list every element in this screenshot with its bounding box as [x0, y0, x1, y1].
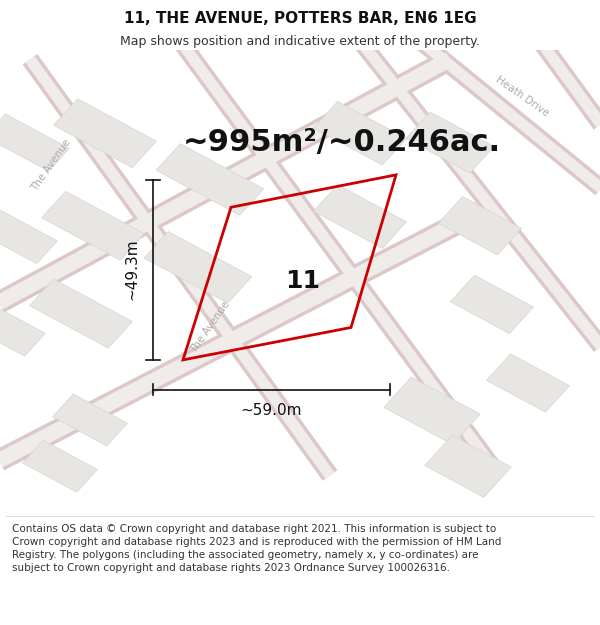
Polygon shape — [406, 112, 494, 173]
Polygon shape — [451, 275, 533, 334]
Polygon shape — [0, 114, 69, 171]
Polygon shape — [425, 435, 511, 498]
Text: 11, THE AVENUE, POTTERS BAR, EN6 1EG: 11, THE AVENUE, POTTERS BAR, EN6 1EG — [124, 11, 476, 26]
Polygon shape — [0, 299, 45, 356]
Polygon shape — [439, 197, 521, 255]
Polygon shape — [0, 206, 57, 264]
Polygon shape — [53, 394, 127, 446]
Text: Contains OS data © Crown copyright and database right 2021. This information is : Contains OS data © Crown copyright and d… — [12, 524, 502, 573]
Polygon shape — [487, 354, 569, 412]
Text: Heath Drive: Heath Drive — [494, 74, 550, 118]
Text: ~995m²/~0.246ac.: ~995m²/~0.246ac. — [183, 128, 501, 157]
Text: The Avenue: The Avenue — [188, 299, 232, 356]
Polygon shape — [144, 232, 252, 303]
Polygon shape — [29, 279, 133, 348]
Polygon shape — [23, 440, 97, 493]
Polygon shape — [53, 99, 157, 168]
Polygon shape — [314, 101, 406, 165]
Polygon shape — [156, 144, 264, 215]
Text: ~49.3m: ~49.3m — [125, 239, 139, 301]
Text: 11: 11 — [285, 269, 320, 293]
Polygon shape — [41, 191, 145, 260]
Text: The Avenue: The Avenue — [29, 138, 73, 194]
Polygon shape — [314, 184, 406, 248]
Polygon shape — [384, 377, 480, 444]
Text: ~59.0m: ~59.0m — [241, 403, 302, 418]
Text: Map shows position and indicative extent of the property.: Map shows position and indicative extent… — [120, 35, 480, 48]
